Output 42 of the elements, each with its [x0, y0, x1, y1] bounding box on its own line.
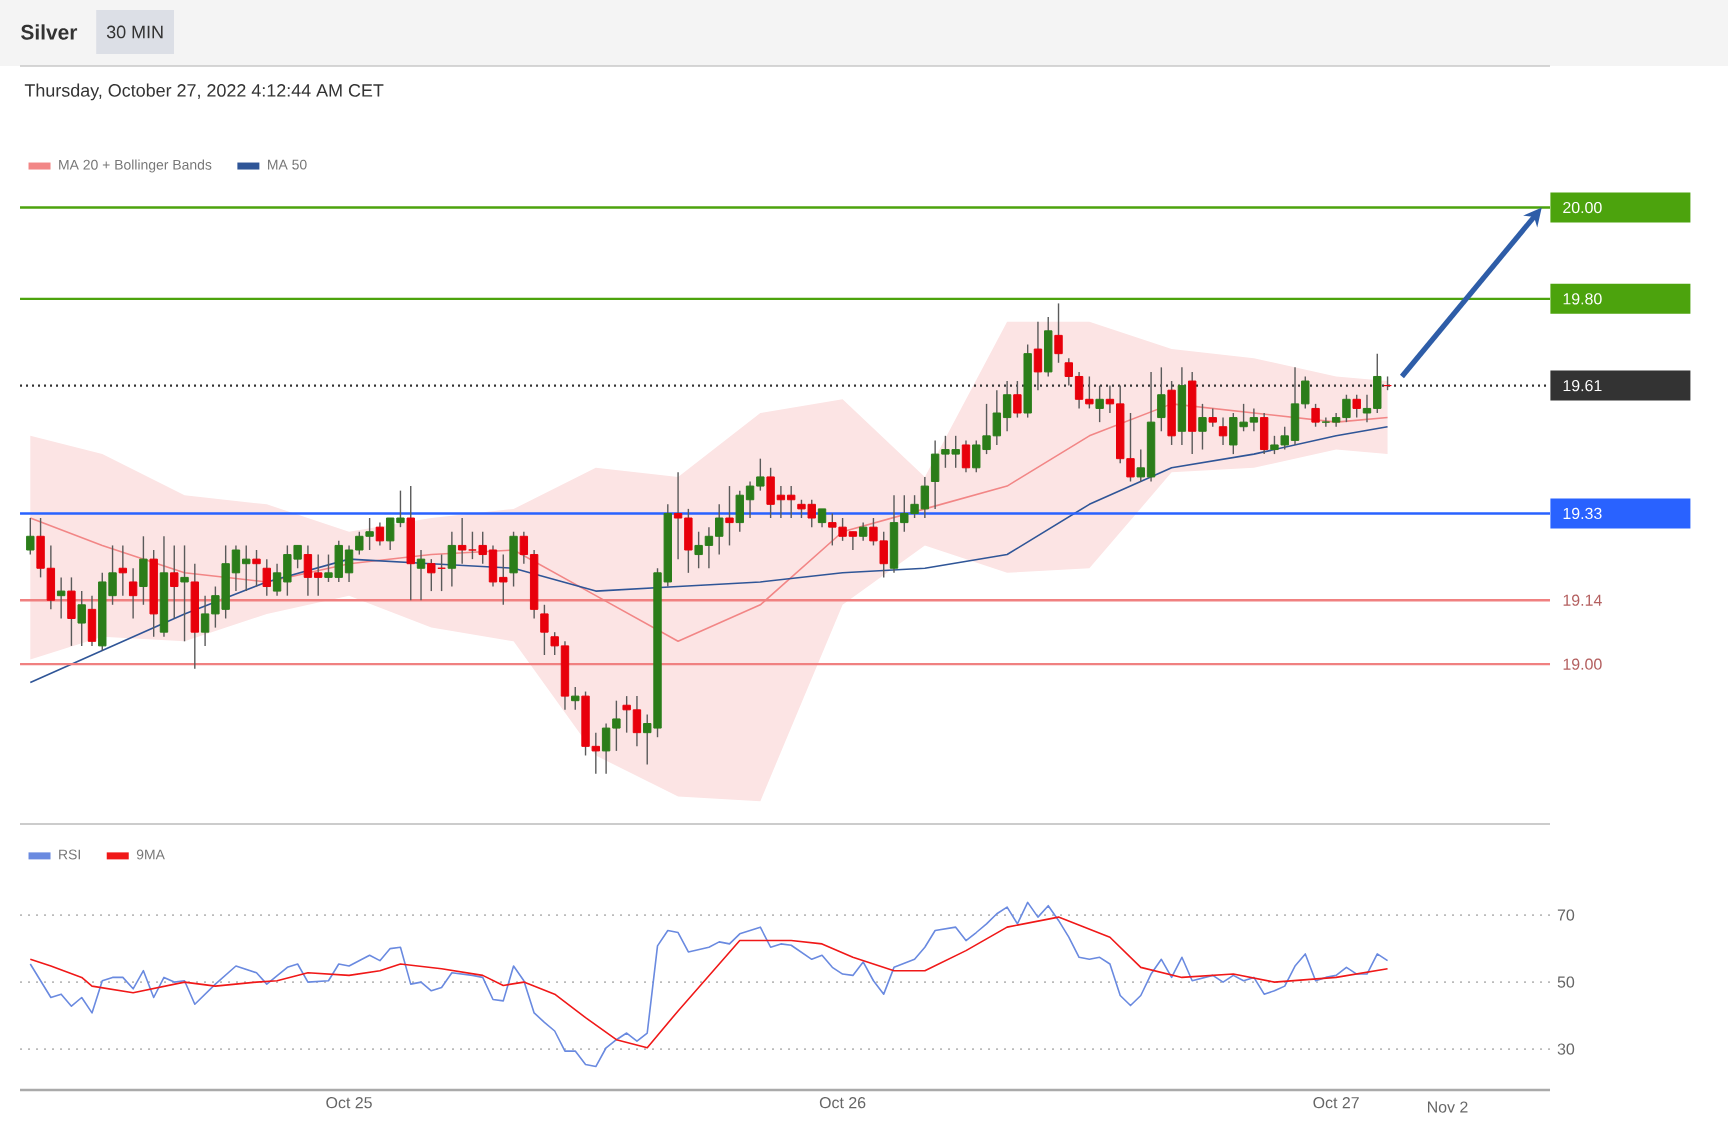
- candlestick: [571, 686, 580, 711]
- candlestick: [170, 544, 179, 620]
- candlestick: [252, 549, 261, 588]
- candlestick: [725, 485, 734, 547]
- candlestick: [1033, 320, 1043, 391]
- text: Thursday, October 27, 2022 4:12:44 AM CET: [24, 83, 384, 101]
- line-series: [29, 916, 1389, 1049]
- candlestick: [509, 531, 518, 588]
- candlestick: [1218, 416, 1228, 446]
- candlestick: [1167, 380, 1176, 446]
- candlestick: [1198, 403, 1207, 451]
- candlestick: [77, 590, 86, 647]
- candlestick: [406, 485, 415, 601]
- candlestick: [961, 439, 971, 474]
- candlestick: [375, 521, 385, 547]
- candlestick: [1054, 302, 1063, 364]
- candlestick: [139, 535, 148, 606]
- candlestick: [1095, 384, 1104, 423]
- candlestick: [56, 576, 66, 620]
- text: 30 MIN: [106, 25, 163, 39]
- candlestick: [26, 517, 35, 556]
- candlestick: [1013, 380, 1022, 419]
- candlestick: [128, 567, 138, 620]
- candlestick: [118, 544, 128, 597]
- candlestick: [1259, 412, 1269, 455]
- candlestick: [416, 549, 426, 601]
- candlestick: [817, 508, 827, 528]
- candlestick: [1311, 403, 1320, 428]
- candlestick: [67, 576, 76, 647]
- candlestick: [858, 521, 868, 542]
- candlestick: [1208, 407, 1217, 428]
- candlestick: [1044, 316, 1053, 378]
- candlestick: [1177, 366, 1187, 446]
- candlestick: [1352, 394, 1361, 419]
- candlestick: [262, 558, 271, 597]
- candlestick: [1157, 366, 1166, 432]
- candlestick: [447, 531, 457, 588]
- candlestick: [87, 594, 97, 647]
- chart-title: Silver: [21, 24, 78, 40]
- candlestick: [540, 604, 549, 656]
- line-series: [29, 901, 1389, 1068]
- candlestick: [180, 544, 189, 643]
